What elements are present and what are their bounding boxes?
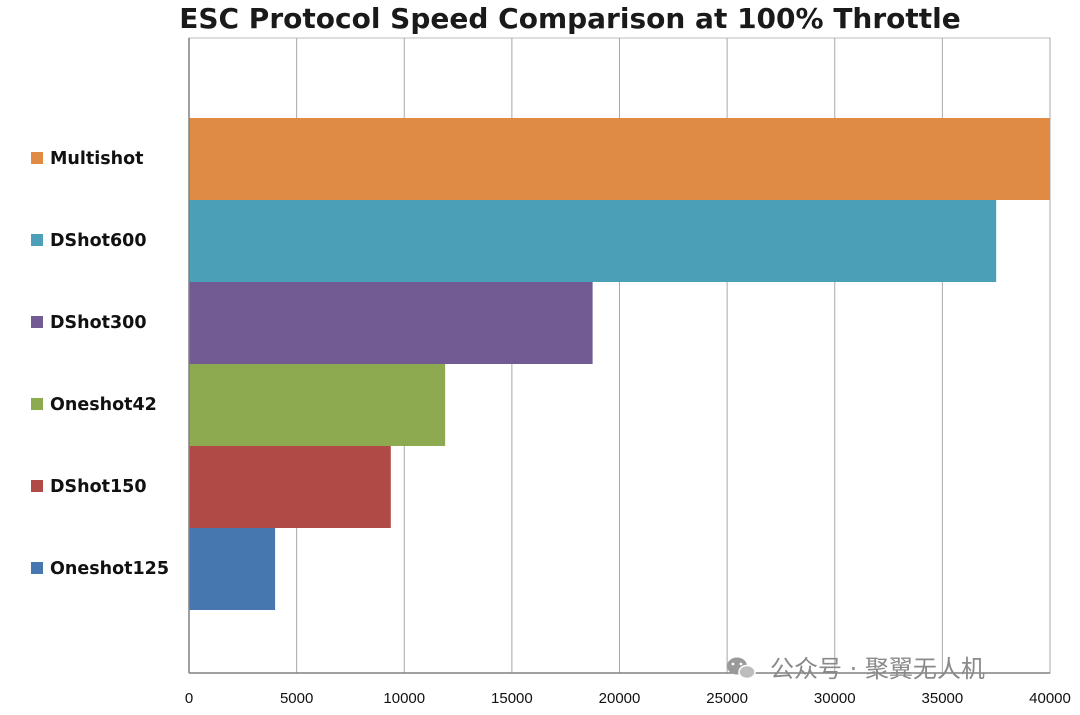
legend-swatch (31, 480, 43, 492)
legend-swatch (31, 398, 43, 410)
x-tick-label: 5000 (280, 690, 313, 707)
category-label-layer: Multishot DShot600 DShot300 Oneshot42 DShot1… (31, 149, 169, 579)
wechat-icon (727, 657, 756, 680)
category-label: Oneshot42 (50, 395, 157, 415)
bar-oneshot125 (189, 528, 276, 610)
watermark: 公众号 · 聚翼无人机 (727, 655, 985, 683)
category-label: Multishot (50, 149, 144, 169)
bar-multishot (189, 118, 1050, 200)
category-label: DShot600 (50, 231, 147, 251)
x-tick-label: 10000 (383, 690, 425, 707)
legend-swatch (31, 562, 43, 574)
bar-dshot150 (189, 446, 391, 528)
category-label: Oneshot125 (50, 559, 169, 579)
x-tick-label: 40000 (1029, 690, 1071, 707)
bar-dshot300 (189, 282, 593, 364)
x-tick-label: 0 (185, 690, 193, 707)
x-tick-label: 20000 (599, 690, 641, 707)
legend-swatch (31, 316, 43, 328)
x-tick-label: 15000 (491, 690, 533, 707)
x-tick-label: 35000 (922, 690, 964, 707)
x-tick-label: 25000 (706, 690, 748, 707)
category-label: DShot150 (50, 477, 147, 497)
legend-swatch (31, 152, 43, 164)
bar-dshot600 (189, 200, 997, 282)
x-tick-label: 30000 (814, 690, 856, 707)
axis-layer: 0 5000 10000 15000 20000 25000 30000 35000 40000 (185, 38, 1071, 707)
category-label: DShot300 (50, 313, 147, 333)
bar-oneshot42 (189, 364, 446, 446)
bar-layer (189, 118, 1050, 610)
chart-title: ESC Protocol Speed Comparison at 100% Th… (179, 2, 961, 35)
legend-swatch (31, 234, 43, 246)
watermark-text: 公众号 · 聚翼无人机 (770, 655, 985, 683)
